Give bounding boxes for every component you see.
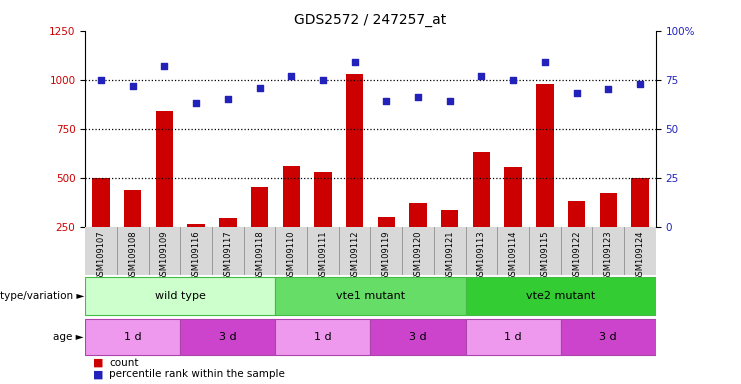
Text: GSM109121: GSM109121 <box>445 230 454 281</box>
Bar <box>93 178 110 276</box>
Text: percentile rank within the sample: percentile rank within the sample <box>109 369 285 379</box>
Text: GSM109112: GSM109112 <box>350 230 359 281</box>
Point <box>95 77 107 83</box>
Point <box>127 83 139 89</box>
Text: count: count <box>109 358 139 368</box>
Text: 3 d: 3 d <box>219 332 236 342</box>
Bar <box>276 319 370 355</box>
Bar <box>276 276 465 315</box>
Point <box>634 81 646 87</box>
Point <box>476 73 488 79</box>
Text: vte2 mutant: vte2 mutant <box>526 291 595 301</box>
Bar <box>85 276 276 315</box>
Text: 3 d: 3 d <box>599 332 617 342</box>
Point <box>507 77 519 83</box>
Text: 1 d: 1 d <box>505 332 522 342</box>
Text: GSM109124: GSM109124 <box>636 230 645 281</box>
Bar <box>378 217 395 276</box>
Point <box>222 96 233 103</box>
Point <box>349 59 361 65</box>
Bar <box>156 111 173 276</box>
Bar <box>314 172 332 276</box>
Bar <box>568 201 585 276</box>
Bar <box>219 218 236 276</box>
Bar <box>124 190 142 276</box>
Bar <box>561 319 656 355</box>
Text: GSM109119: GSM109119 <box>382 230 391 281</box>
Bar <box>409 203 427 276</box>
Point <box>159 63 170 69</box>
Text: ■: ■ <box>93 358 103 368</box>
Point <box>190 100 202 106</box>
Text: GSM109115: GSM109115 <box>540 230 549 281</box>
Bar <box>346 74 363 276</box>
Point <box>380 98 392 104</box>
Text: GSM109110: GSM109110 <box>287 230 296 281</box>
Text: GSM109118: GSM109118 <box>255 230 264 281</box>
Bar <box>187 223 205 276</box>
Bar <box>465 319 561 355</box>
Text: GSM109107: GSM109107 <box>96 230 105 281</box>
Text: GSM109122: GSM109122 <box>572 230 581 281</box>
Bar <box>251 187 268 276</box>
Text: GSM109109: GSM109109 <box>160 230 169 281</box>
Text: ■: ■ <box>93 369 103 379</box>
Point <box>444 98 456 104</box>
Text: vte1 mutant: vte1 mutant <box>336 291 405 301</box>
Text: GSM109116: GSM109116 <box>192 230 201 281</box>
Text: genotype/variation ►: genotype/variation ► <box>0 291 84 301</box>
Text: 3 d: 3 d <box>409 332 427 342</box>
Point <box>285 73 297 79</box>
Bar <box>370 319 465 355</box>
Text: GSM109117: GSM109117 <box>223 230 233 281</box>
Text: 1 d: 1 d <box>314 332 332 342</box>
Title: GDS2572 / 247257_at: GDS2572 / 247257_at <box>294 13 447 27</box>
Bar <box>505 167 522 276</box>
Bar <box>465 276 656 315</box>
Text: GSM109111: GSM109111 <box>319 230 328 281</box>
Text: wild type: wild type <box>155 291 206 301</box>
Text: 1 d: 1 d <box>124 332 142 342</box>
Point <box>571 90 582 96</box>
Bar <box>85 319 180 355</box>
Bar <box>441 210 459 276</box>
Bar <box>180 319 276 355</box>
Point <box>412 94 424 100</box>
Bar <box>536 84 554 276</box>
Bar <box>631 178 648 276</box>
Point <box>602 86 614 93</box>
Point <box>317 77 329 83</box>
Bar <box>473 152 490 276</box>
Bar <box>599 193 617 276</box>
Text: age ►: age ► <box>53 332 84 342</box>
Text: GSM109123: GSM109123 <box>604 230 613 281</box>
Bar <box>282 166 300 276</box>
Text: GSM109113: GSM109113 <box>477 230 486 281</box>
Text: GSM109120: GSM109120 <box>413 230 422 281</box>
Point <box>253 84 265 91</box>
Text: GSM109108: GSM109108 <box>128 230 137 281</box>
Point <box>539 59 551 65</box>
Text: GSM109114: GSM109114 <box>508 230 518 281</box>
